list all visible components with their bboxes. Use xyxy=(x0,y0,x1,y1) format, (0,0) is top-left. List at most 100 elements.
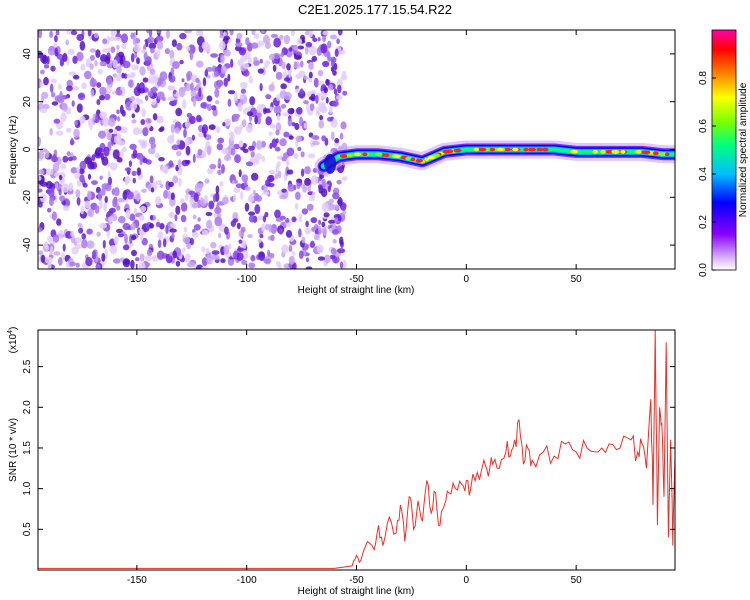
noise-speck xyxy=(180,198,185,204)
noise-speck xyxy=(102,239,106,249)
noise-speck xyxy=(179,59,184,65)
noise-speck xyxy=(98,199,103,209)
noise-speck xyxy=(223,244,230,255)
noise-speck xyxy=(241,174,249,183)
noise-speck xyxy=(112,258,121,264)
colorbar-tick-label: 0.2 xyxy=(698,215,709,229)
noise-speck xyxy=(230,147,236,156)
noise-speck xyxy=(275,129,280,136)
noise-speck xyxy=(80,205,85,215)
noise-speck xyxy=(325,97,329,104)
noise-speck xyxy=(296,38,303,45)
noise-speck xyxy=(258,251,266,261)
noise-speck xyxy=(75,262,80,268)
noise-speck xyxy=(52,162,60,172)
noise-speck xyxy=(217,157,222,168)
noise-speck xyxy=(147,90,154,98)
noise-speck xyxy=(73,74,80,80)
noise-speck xyxy=(221,148,229,155)
noise-speck xyxy=(58,230,64,240)
noise-speck xyxy=(251,172,259,181)
noise-speck xyxy=(195,77,200,83)
noise-speck xyxy=(128,160,132,168)
noise-speck xyxy=(70,30,78,36)
x-tick-label: -100 xyxy=(237,274,257,285)
noise-speck xyxy=(193,97,196,107)
noise-speck xyxy=(61,183,70,193)
noise-speck xyxy=(300,60,304,68)
noise-speck xyxy=(285,158,290,166)
noise-speck xyxy=(53,251,61,256)
noise-speck xyxy=(274,209,281,219)
noise-speck xyxy=(141,237,148,246)
noise-speck xyxy=(129,213,136,221)
noise-speck xyxy=(60,163,67,170)
noise-speck xyxy=(319,103,326,112)
noise-speck xyxy=(38,175,42,181)
noise-speck xyxy=(148,136,156,145)
noise-speck xyxy=(212,194,217,203)
noise-speck xyxy=(153,74,159,84)
noise-speck xyxy=(245,161,254,167)
noise-speck xyxy=(186,242,192,250)
noise-speck xyxy=(329,34,338,40)
noise-speck xyxy=(301,208,309,215)
noise-speck xyxy=(296,107,303,115)
noise-speck xyxy=(113,129,118,135)
signal-hotspot xyxy=(611,150,619,154)
noise-speck xyxy=(196,30,201,36)
noise-speck xyxy=(139,205,147,213)
noise-speck xyxy=(264,108,272,113)
noise-speck xyxy=(268,84,275,92)
noise-speck xyxy=(216,143,223,151)
noise-speck xyxy=(142,77,149,83)
noise-speck xyxy=(66,151,71,157)
noise-speck xyxy=(90,89,95,97)
x-tick-label: 0 xyxy=(464,274,470,285)
noise-speck xyxy=(270,224,278,234)
noise-speck xyxy=(89,63,94,70)
noise-speck xyxy=(118,51,124,58)
noise-speck xyxy=(53,118,61,124)
noise-speck xyxy=(332,229,339,235)
noise-speck xyxy=(155,49,161,58)
noise-speck xyxy=(291,216,297,223)
noise-speck xyxy=(150,47,155,54)
noise-speck xyxy=(214,88,220,98)
noise-speck xyxy=(44,149,50,159)
noise-speck xyxy=(239,93,244,99)
noise-speck xyxy=(189,115,196,125)
noise-speck xyxy=(288,244,293,252)
noise-speck xyxy=(200,102,207,109)
noise-speck xyxy=(44,256,53,264)
noise-speck xyxy=(175,107,183,117)
noise-speck xyxy=(139,66,146,76)
noise-speck xyxy=(151,99,157,106)
noise-speck xyxy=(282,112,289,117)
noise-speck xyxy=(333,88,338,95)
snr-frame xyxy=(37,329,676,571)
noise-speck xyxy=(255,153,263,160)
noise-speck xyxy=(117,197,125,203)
noise-speck xyxy=(320,43,328,54)
noise-speck xyxy=(38,169,45,175)
noise-speck xyxy=(260,103,266,109)
noise-speck xyxy=(38,137,41,147)
noise-speck xyxy=(304,166,311,175)
signal-hotspot xyxy=(570,149,579,154)
noise-speck xyxy=(203,194,209,204)
noise-speck xyxy=(46,180,53,190)
noise-speck xyxy=(149,223,155,229)
x-tick-label: 50 xyxy=(571,575,583,586)
noise-speck xyxy=(329,254,336,260)
noise-speck xyxy=(336,38,340,45)
noise-speck xyxy=(317,256,325,261)
noise-speck xyxy=(206,95,213,102)
spectrogram-x-ticks: -150 -100 -50 0 50 xyxy=(127,30,582,285)
noise-speck xyxy=(321,226,328,236)
noise-speck xyxy=(331,100,339,107)
noise-speck xyxy=(45,168,54,176)
noise-speck xyxy=(193,224,201,231)
noise-speck xyxy=(286,147,295,157)
noise-speck xyxy=(290,30,295,37)
